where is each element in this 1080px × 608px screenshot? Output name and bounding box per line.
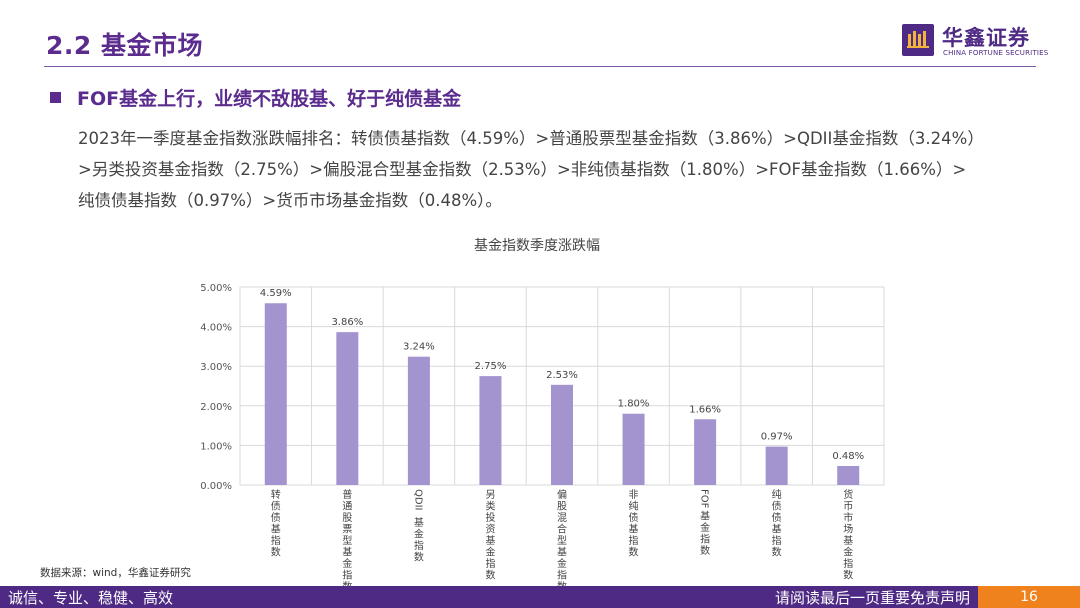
x-tick-label: 非纯债基指数: [629, 489, 639, 559]
y-tick-label: 5.00%: [200, 283, 232, 294]
summary-line: 纯债债基指数（0.97%）>货币市场基金指数（0.48%）。: [78, 191, 502, 210]
logo-mark-icon: [902, 24, 934, 56]
x-tick-label: 货币市场基金指数: [843, 488, 853, 582]
page-number: 16: [978, 586, 1080, 608]
x-tick-label-latin: QDII: [412, 489, 423, 510]
bar: [264, 303, 287, 485]
company-logo: 华鑫证券 CHINA FORTUNE SECURITIES: [902, 22, 1048, 62]
x-tick-label: 基金指数: [700, 510, 710, 558]
data-label: 3.86%: [331, 317, 363, 328]
logo-text-en: CHINA FORTUNE SECURITIES: [943, 49, 1049, 57]
bar: [694, 419, 717, 485]
title-divider: [44, 66, 1036, 67]
bar: [479, 376, 502, 485]
bar: [407, 356, 430, 485]
data-source: 数据来源：wind，华鑫证券研究: [40, 567, 191, 579]
data-label: 2.75%: [475, 361, 507, 372]
bar: [622, 413, 645, 485]
summary-line: >另类投资基金指数（2.75%）>偏股混合型基金指数（2.53%）>非纯债基指数…: [78, 160, 967, 179]
data-label: 1.66%: [689, 404, 721, 415]
bar: [765, 446, 788, 485]
data-label: 0.48%: [832, 451, 864, 462]
bullet-square-icon: [50, 92, 61, 103]
y-tick-label: 0.00%: [200, 481, 232, 492]
y-tick-label: 2.00%: [200, 402, 232, 413]
footer-slogan: 诚信、专业、稳健、高效: [8, 589, 174, 607]
x-tick-label: 另类投资基金指数: [485, 489, 495, 582]
summary-paragraph: 2023年一季度基金指数涨跌幅排名：转债债基指数（4.59%）>普通股票型基金指…: [78, 123, 1053, 216]
section-heading: FOF基金上行，业绩不敌股基、好于纯债基金: [50, 84, 461, 111]
x-tick-label: 基金指数: [414, 516, 424, 564]
bar: [551, 384, 573, 485]
y-tick-label: 4.00%: [200, 323, 232, 334]
x-tick-label: 转债债基指数: [271, 488, 281, 559]
logo-text-cn: 华鑫证券: [942, 26, 1030, 50]
footer-bar: 诚信、专业、稳健、高效 请阅读最后一页重要免责声明 16: [0, 586, 1080, 608]
data-label: 2.53%: [546, 370, 578, 381]
bar: [837, 465, 860, 485]
data-label: 0.97%: [761, 432, 793, 443]
data-label: 3.24%: [403, 342, 435, 353]
page-title: 2.2 基金市场: [46, 31, 203, 60]
x-tick-label-latin: FOF: [699, 489, 710, 509]
data-label: 4.59%: [260, 288, 292, 299]
x-tick-label: 纯债债基指数: [772, 488, 782, 559]
footer-disclaimer-link[interactable]: 请阅读最后一页重要免责声明: [774, 589, 970, 607]
bar: [336, 332, 359, 485]
y-tick-label: 1.00%: [200, 441, 232, 452]
y-tick-label: 3.00%: [200, 362, 232, 373]
chart-title: 基金指数季度涨跌幅: [474, 237, 600, 254]
section-heading-text: FOF基金上行，业绩不敌股基、好于纯债基金: [77, 88, 462, 110]
x-tick-label: 普通股票型基金指数: [342, 488, 352, 593]
summary-line: 2023年一季度基金指数涨跌幅排名：转债债基指数（4.59%）>普通股票型基金指…: [78, 129, 984, 148]
x-tick-label: 偏股混合型基金指数: [557, 488, 567, 593]
data-label: 1.80%: [618, 399, 650, 410]
